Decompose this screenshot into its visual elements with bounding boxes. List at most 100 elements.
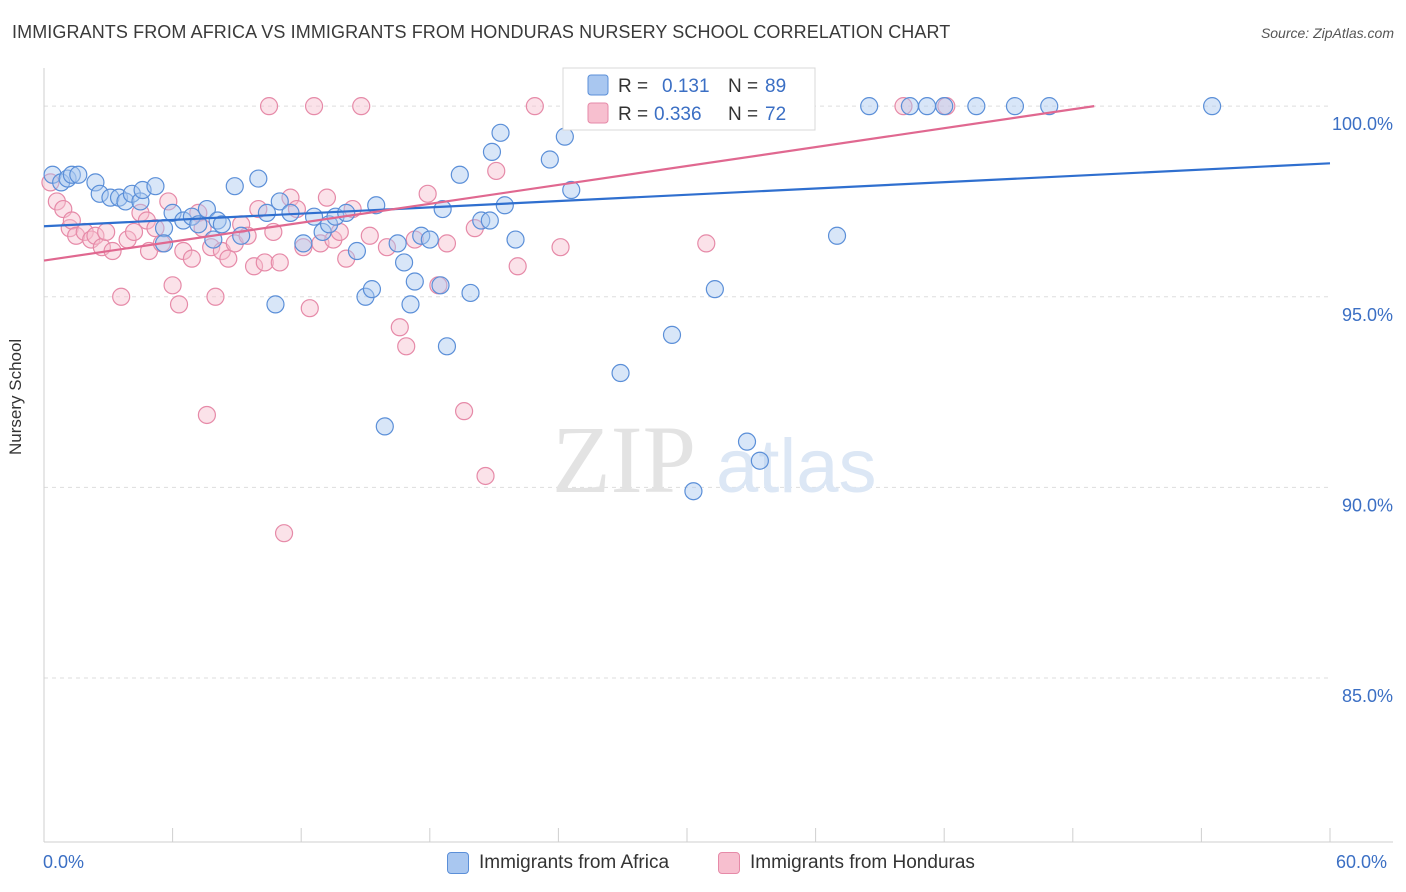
- africa-point: [412, 226, 431, 245]
- x-tick-max: 60.0%: [1336, 852, 1388, 872]
- honduras-point: [508, 257, 527, 276]
- honduras-point: [197, 405, 216, 425]
- y-tick-label: 95.0%: [1342, 305, 1393, 325]
- honduras-point: [67, 226, 86, 245]
- africa-point: [482, 142, 502, 161]
- legend-r-label: R =: [618, 76, 648, 97]
- africa-point: [461, 283, 480, 303]
- bottom-legend: Immigrants from Africa Immigrants from H…: [0, 852, 1406, 878]
- africa-trendline: [43, 162, 1331, 228]
- y-tick-label: 100.0%: [1332, 114, 1393, 134]
- africa-point: [257, 203, 277, 222]
- africa-point: [662, 325, 682, 344]
- x-tick-min: 0.0%: [43, 852, 85, 872]
- africa-point: [294, 234, 313, 253]
- africa-point: [388, 234, 407, 253]
- honduras-point: [249, 199, 268, 219]
- honduras-point: [437, 234, 457, 253]
- legend-r-label: R =: [618, 104, 648, 125]
- legend-swatch-honduras: [718, 852, 740, 874]
- honduras-point: [304, 97, 324, 116]
- honduras-point: [206, 287, 225, 306]
- legend-item-honduras[interactable]: Immigrants from Honduras: [718, 852, 975, 874]
- honduras-point: [397, 337, 416, 356]
- africa-point: [420, 230, 439, 249]
- africa-point: [827, 226, 847, 245]
- africa-point: [225, 177, 244, 196]
- africa-point: [562, 180, 581, 200]
- africa-point: [431, 276, 450, 295]
- honduras-point: [294, 238, 313, 257]
- honduras-point: [894, 97, 913, 116]
- africa-point: [154, 219, 174, 238]
- honduras-point: [219, 249, 238, 268]
- africa-point: [146, 177, 165, 196]
- africa-point: [356, 287, 375, 306]
- y-tick-labels: 85.0% 90.0% 95.0% 100.0%: [1332, 114, 1393, 706]
- africa-point: [450, 165, 469, 184]
- africa-point: [737, 432, 757, 451]
- africa-point: [116, 192, 135, 211]
- honduras-point: [47, 192, 66, 211]
- africa-point: [347, 241, 367, 261]
- legend-africa-n: 89: [765, 76, 786, 97]
- africa-point: [540, 150, 559, 169]
- africa-point: [62, 165, 81, 184]
- africa-point: [1040, 97, 1059, 116]
- africa-point: [491, 123, 510, 142]
- legend-swatch-africa: [447, 852, 469, 874]
- legend-n-label: N =: [728, 76, 758, 97]
- honduras-point: [244, 257, 264, 276]
- africa-point: [313, 222, 332, 242]
- africa-point: [270, 192, 289, 211]
- africa-point: [86, 173, 105, 192]
- africa-point: [337, 203, 356, 222]
- legend-swatch-africa: [587, 74, 609, 96]
- africa-point: [182, 207, 201, 226]
- legend-swatch-honduras: [587, 102, 609, 124]
- honduras-point: [551, 238, 570, 257]
- africa-point: [1203, 97, 1222, 116]
- trend-layer: [43, 105, 1331, 262]
- africa-point: [750, 451, 769, 470]
- honduras-point: [182, 249, 201, 268]
- stats-legend: R = 0.131 N = 89 R = 0.336 N = 72: [562, 67, 816, 131]
- africa-point: [90, 184, 109, 203]
- honduras-point: [163, 276, 182, 295]
- legend-label-africa: Immigrants from Africa: [479, 852, 670, 873]
- africa-point: [684, 482, 703, 501]
- honduras-trendline: [43, 105, 1095, 262]
- africa-point: [401, 295, 420, 314]
- honduras-point: [274, 524, 294, 543]
- honduras-point: [97, 222, 116, 242]
- source-credit: Source: ZipAtlas.com: [1260, 25, 1394, 41]
- watermark-atlas: atlas: [716, 424, 877, 509]
- africa-point: [935, 97, 954, 116]
- africa-point: [69, 165, 88, 184]
- legend-item-africa[interactable]: Immigrants from Africa: [447, 852, 669, 874]
- africa-point: [480, 211, 499, 230]
- honduras-point: [259, 97, 279, 116]
- honduras-point: [159, 192, 178, 211]
- honduras-point: [418, 184, 437, 203]
- honduras-point: [124, 222, 144, 242]
- africa-point: [362, 280, 382, 299]
- africa-point: [555, 127, 574, 146]
- watermark-zip: ZIP: [552, 406, 696, 513]
- y-tick-label: 90.0%: [1342, 495, 1393, 515]
- honduras-point: [697, 234, 716, 253]
- legend-honduras-r: 0.336: [654, 104, 702, 125]
- honduras-point: [525, 97, 544, 116]
- honduras-point: [112, 287, 131, 306]
- honduras-point: [169, 295, 189, 314]
- watermark: ZIP atlas: [552, 406, 877, 513]
- africa-point: [266, 295, 285, 314]
- axis-layer: [43, 68, 1393, 843]
- africa-point: [433, 199, 452, 219]
- honduras-point: [487, 161, 506, 181]
- honduras-point: [86, 226, 105, 245]
- chart-title: IMMIGRANTS FROM AFRICA VS IMMIGRANTS FRO…: [12, 22, 951, 42]
- africa-point: [900, 97, 920, 116]
- honduras-point: [270, 253, 289, 272]
